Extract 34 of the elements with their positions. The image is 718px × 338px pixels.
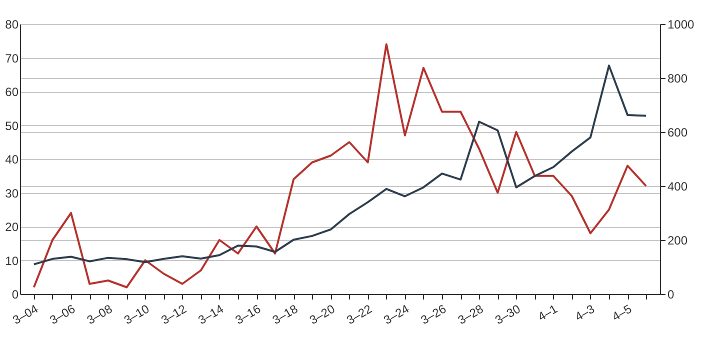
y-tick-label: 0 bbox=[12, 288, 19, 302]
x-tick-label: 3–18 bbox=[270, 302, 300, 328]
x-tick-label: 3–20 bbox=[307, 302, 338, 328]
y2-tick-label: 200 bbox=[668, 234, 688, 248]
x-tick-label: 3–14 bbox=[196, 302, 226, 328]
x-tick-label: 3–28 bbox=[456, 302, 486, 328]
line-series bbox=[32, 64, 648, 266]
x-tick-label: 3–10 bbox=[122, 302, 152, 328]
y-tick-label: 80 bbox=[5, 18, 19, 32]
y-tick-label: 20 bbox=[5, 220, 19, 234]
x-tick-label: 3–08 bbox=[84, 302, 115, 328]
y2-tick-label: 800 bbox=[668, 72, 688, 86]
y2-tick-label: 0 bbox=[668, 288, 674, 302]
x-tick-label: 4–3 bbox=[572, 302, 598, 324]
y2-tick-label: 1000 bbox=[668, 18, 695, 32]
y-tick-label: 40 bbox=[5, 152, 19, 166]
x-tick-label: 3–12 bbox=[158, 302, 190, 328]
y-tick-label: 50 bbox=[5, 118, 19, 133]
line-series bbox=[32, 43, 648, 288]
y2-tick-label: 600 bbox=[668, 126, 688, 140]
y-tick-label: 30 bbox=[5, 186, 19, 200]
y2-tick-label: 400 bbox=[668, 180, 688, 194]
x-tick-label: 3–24 bbox=[381, 302, 412, 328]
x-tick-label: 3–30 bbox=[492, 302, 524, 328]
x-tick-label: 4–5 bbox=[610, 302, 634, 324]
y-tick-label: 70 bbox=[5, 51, 19, 66]
y-tick-label: 10 bbox=[5, 254, 19, 268]
x-tick-label: 4–1 bbox=[535, 302, 560, 324]
x-tick-label: 3–06 bbox=[47, 302, 78, 328]
x-tick-label: 3–26 bbox=[418, 302, 449, 328]
x-tick-label: 3–22 bbox=[344, 302, 375, 328]
x-tick-label: 3–16 bbox=[232, 302, 264, 328]
y-tick-label: 60 bbox=[5, 85, 19, 99]
x-tick-label: 3–04 bbox=[10, 302, 41, 328]
